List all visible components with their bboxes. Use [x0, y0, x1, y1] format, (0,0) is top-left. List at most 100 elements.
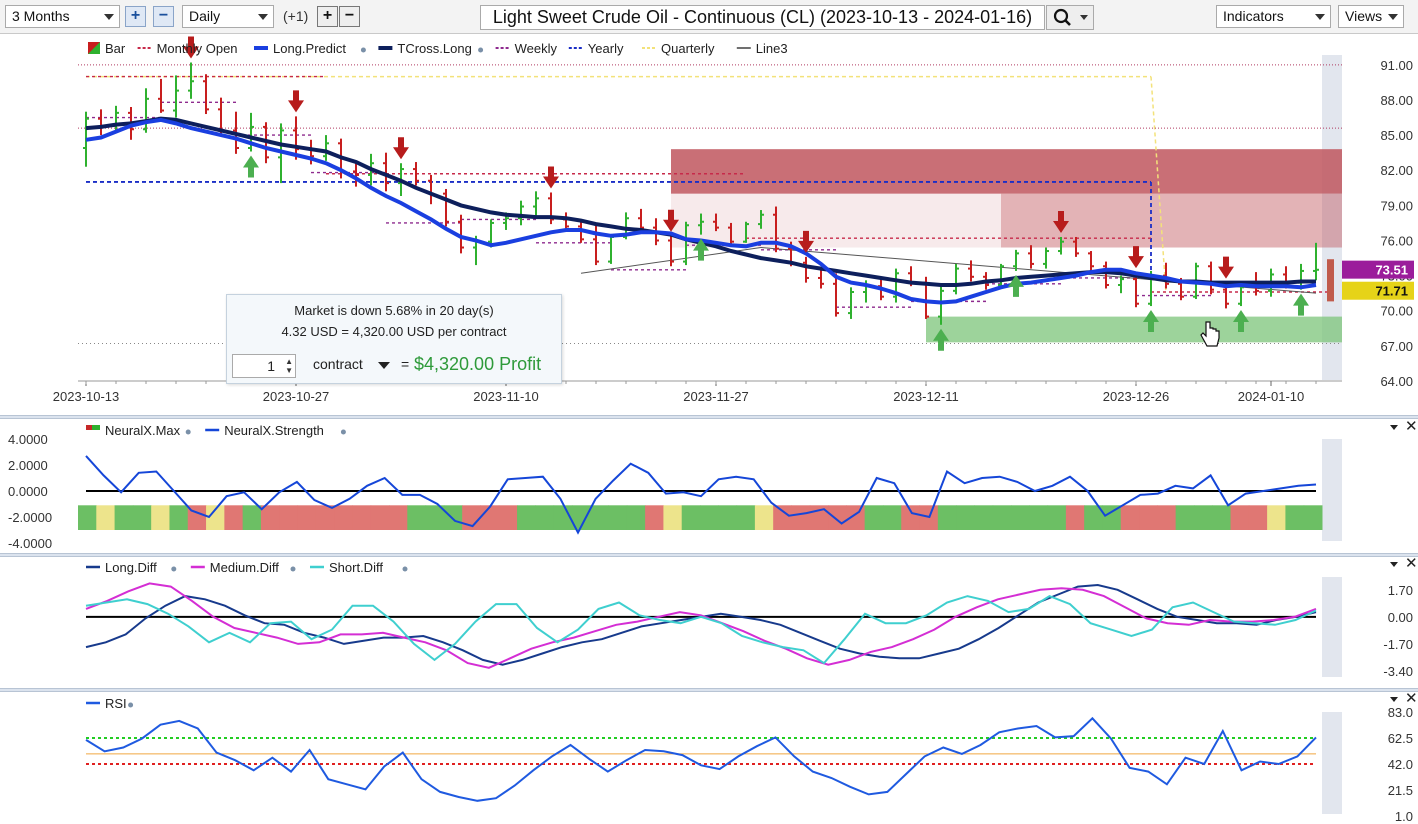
close-panel-icon: ✕: [1405, 692, 1418, 707]
panel-divider[interactable]: [0, 553, 1418, 557]
neuralx-chart[interactable]: 4.0000 2.0000 0.0000 -2.0000 -4.0000 NeuralX.…: [0, 418, 1418, 553]
price-panel[interactable]: 91.0088.0085.0082.0079.0076.0073.0070.00…: [0, 35, 1418, 415]
ohlc-bar: [803, 256, 809, 283]
ohlc-bar: [728, 222, 734, 246]
regime-cell: [718, 505, 738, 530]
magnifier-icon: [1053, 8, 1088, 26]
regime-cell: [206, 505, 225, 530]
resistance-zone-faint: [671, 193, 1001, 248]
ohlc-bar: [953, 263, 959, 295]
views-label: Views: [1345, 8, 1383, 24]
hand-cursor-icon: [1200, 321, 1220, 347]
ohlc-bar: [458, 214, 464, 254]
ohlc-bar: [698, 213, 704, 235]
y-tick-label: -3.40: [1383, 664, 1413, 679]
profit-value: $4,320.00 Profit: [414, 354, 542, 374]
legend-dot-icon: [290, 566, 296, 572]
axis-scroll-strip: [1322, 577, 1342, 677]
symbol-title-input[interactable]: Light Sweet Crude Oil - Continuous (CL) …: [480, 5, 1045, 30]
quantity-stepper[interactable]: 1 ▲ ▼: [232, 354, 296, 378]
ohlc-bar: [848, 287, 854, 319]
buy-arrow-icon: [1293, 293, 1309, 316]
y-tick-label: 0.00: [1388, 610, 1413, 625]
y-tick-label: 42.0: [1388, 757, 1413, 772]
regime-cell: [645, 505, 664, 530]
y-tick-label: 64.00: [1380, 374, 1413, 389]
regime-cell: [1285, 505, 1305, 530]
remove-bar-button[interactable]: −: [339, 6, 360, 27]
panel-divider[interactable]: [0, 688, 1418, 692]
y-tick-label: -4.0000: [8, 536, 52, 551]
resistance-zone: [671, 149, 1342, 194]
axis-scroll-strip: [1322, 439, 1342, 541]
regime-cell: [370, 505, 390, 530]
indicators-select[interactable]: Indicators: [1216, 5, 1331, 28]
bar-legend-icon: [88, 42, 100, 54]
chevron-down-icon[interactable]: [378, 362, 390, 369]
regime-cell: [590, 505, 610, 530]
ohlc-bar: [683, 221, 689, 266]
zoom-out-button[interactable]: −: [153, 6, 174, 27]
sell-arrow-icon: [543, 166, 559, 189]
regime-cell: [151, 505, 170, 530]
price-tag: [1342, 260, 1414, 279]
regime-cell: [480, 505, 500, 530]
ohlc-bar: [1208, 261, 1214, 295]
regime-cell: [315, 505, 335, 530]
stepper-arrows-icon[interactable]: ▲ ▼: [285, 357, 293, 375]
ohlc-bar: [713, 213, 719, 232]
x-tick-label: 2023-11-10: [473, 389, 539, 404]
profit-calculator-box: Market is down 5.68% in 20 day(s) 4.32 U…: [226, 294, 562, 384]
regime-cell: [1029, 505, 1049, 530]
zoom-in-button[interactable]: +: [125, 6, 146, 27]
rsi-panel[interactable]: 83.0 62.5 42.0 21.5 1.0 RSI ✕: [0, 690, 1418, 824]
price-chart[interactable]: 91.0088.0085.0082.0079.0076.0073.0070.00…: [0, 35, 1418, 415]
ohlc-bar: [818, 268, 824, 289]
y-tick-label: 21.5: [1388, 783, 1413, 798]
support-zone: [926, 316, 1342, 343]
unit-select[interactable]: contract: [313, 356, 363, 372]
quarterly-line: [1150, 76, 1167, 294]
regime-cell: [1047, 505, 1067, 530]
diff-panel[interactable]: 1.70 0.00 -1.70 -3.40 Long.Diff Medium.Diff Sh…: [0, 555, 1418, 688]
regime-cell: [901, 505, 921, 530]
x-tick-label: 2023-12-11: [893, 389, 959, 404]
neuralx-panel[interactable]: 4.0000 2.0000 0.0000 -2.0000 -4.0000 NeuralX.…: [0, 418, 1418, 553]
add-bar-button[interactable]: +: [317, 6, 338, 27]
panel-divider[interactable]: [0, 415, 1418, 419]
regime-cell: [407, 505, 427, 530]
y-tick-label: 88.00: [1380, 93, 1413, 108]
y-tick-label: 2.0000: [8, 458, 48, 473]
axis-scroll-strip: [1322, 712, 1342, 814]
y-tick-label: 1.70: [1388, 583, 1413, 598]
regime-cell: [791, 505, 811, 530]
ohlc-bar: [548, 192, 554, 225]
search-button[interactable]: [1046, 5, 1094, 30]
interval-select[interactable]: Daily: [182, 5, 274, 28]
views-select[interactable]: Views: [1338, 5, 1404, 28]
sell-arrow-icon: [393, 137, 409, 160]
quantity-value: 1: [267, 358, 275, 374]
regime-cell: [1175, 505, 1195, 530]
ohlc-bar: [1013, 249, 1019, 271]
collapse-panel-icon: [1390, 425, 1398, 430]
diff-chart[interactable]: 1.70 0.00 -1.70 -3.40 Long.Diff Medium.Diff Sh…: [0, 555, 1418, 688]
legend-dot-icon: [360, 47, 366, 53]
ohlc-bar: [383, 152, 389, 192]
collapse-panel-icon: [1390, 562, 1398, 567]
regime-cell: [1065, 505, 1085, 530]
regime-cell: [535, 505, 555, 530]
rsi-line: [85, 716, 1317, 802]
legend-label: Quarterly: [661, 41, 715, 56]
ohlc-bar: [1118, 275, 1124, 294]
regime-cell: [773, 505, 792, 530]
buy-arrow-icon: [693, 238, 709, 261]
x-tick-label: 2023-11-27: [683, 389, 749, 404]
ohlc-bar: [893, 268, 899, 303]
range-select[interactable]: 3 Months: [5, 5, 120, 28]
regime-cell: [279, 505, 299, 530]
chevron-down-icon: [1388, 14, 1398, 20]
rsi-chart[interactable]: 83.0 62.5 42.0 21.5 1.0 RSI ✕: [0, 690, 1418, 824]
legend-label: RSI: [105, 696, 127, 711]
